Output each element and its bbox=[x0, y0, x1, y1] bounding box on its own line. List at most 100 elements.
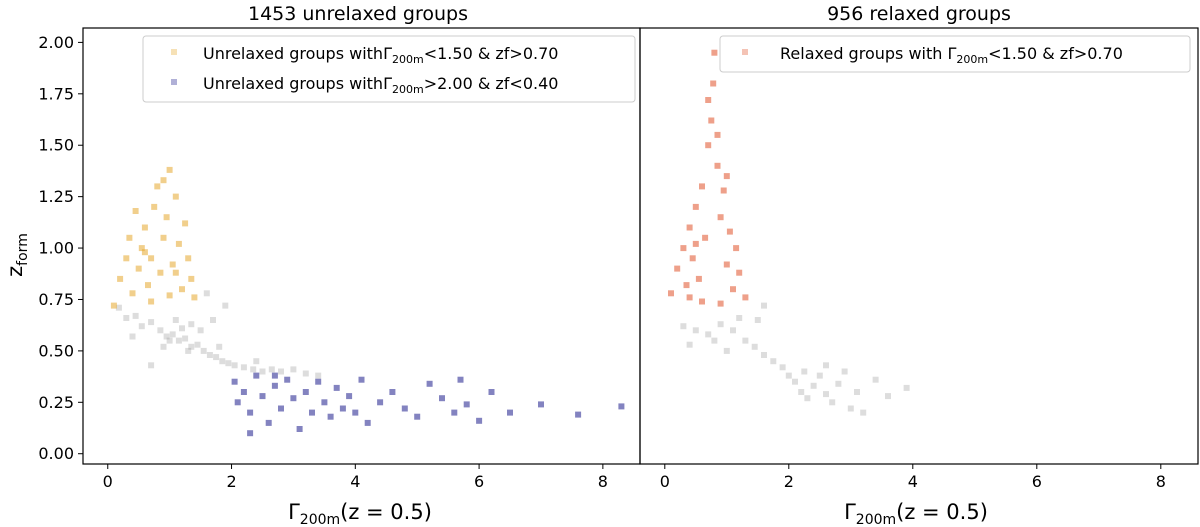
scatter-point-0-0-18 bbox=[240, 364, 247, 371]
scatter-point-0-1-12 bbox=[157, 269, 164, 276]
scatter-point-1-0-11 bbox=[792, 378, 798, 385]
scatter-point-0-2-38 bbox=[247, 430, 254, 437]
legend-entry-relaxed: Relaxed groups with Γ200m<1.50 & zf>0.70 bbox=[780, 44, 1123, 66]
scatter-point-0-0-6 bbox=[163, 333, 170, 340]
legend-unrelaxed: Unrelaxed groups withΓ200m<1.50 & zf>0.7… bbox=[142, 35, 636, 103]
scatter-point-1-0-5 bbox=[742, 337, 749, 344]
scatter-point-1-1-10 bbox=[705, 142, 712, 149]
scatter-point-0-0-35 bbox=[188, 321, 195, 328]
scatter-point-0-0-12 bbox=[200, 347, 207, 354]
scatter-point-1-0-26 bbox=[736, 315, 743, 321]
panel-title-unrelaxed: 1453 unrelaxed groups bbox=[248, 3, 468, 25]
scatter-point-0-2-6 bbox=[265, 419, 272, 426]
scatter-point-0-2-4 bbox=[253, 372, 260, 379]
y-tick-label-8: 2.00 bbox=[38, 33, 74, 52]
scatter-point-0-2-14 bbox=[315, 378, 322, 385]
scatter-point-1-1-25 bbox=[705, 97, 712, 103]
legend-frame-relaxed bbox=[719, 35, 1191, 73]
x-tick-label-1-2: 4 bbox=[908, 472, 918, 491]
scatter-point-0-0-29 bbox=[210, 317, 216, 323]
scatter-point-1-0-16 bbox=[823, 391, 829, 398]
panel-title-relaxed: 956 relaxed groups bbox=[827, 3, 1011, 25]
scatter-point-0-2-28 bbox=[439, 395, 445, 402]
scatter-point-0-2-25 bbox=[401, 405, 408, 412]
scatter-point-0-1-6 bbox=[138, 245, 145, 252]
scatter-point-0-2-0 bbox=[231, 378, 238, 385]
scatter-point-1-1-8 bbox=[699, 183, 705, 190]
scatter-point-0-0-2 bbox=[132, 312, 139, 319]
scatter-point-0-2-13 bbox=[309, 409, 315, 416]
scatter-point-0-2-36 bbox=[618, 403, 625, 410]
legend-relaxed: Relaxed groups with Γ200m<1.50 & zf>0.70 bbox=[719, 35, 1191, 73]
scatter-point-1-0-29 bbox=[711, 337, 718, 344]
x-tick-label-0-2: 4 bbox=[350, 472, 360, 491]
points-unrelaxed bbox=[110, 166, 625, 437]
scatter-point-0-0-39 bbox=[166, 337, 173, 344]
scatter-point-1-1-3 bbox=[683, 282, 690, 289]
scatter-point-0-0-23 bbox=[290, 366, 297, 373]
scatter-point-0-0-38 bbox=[185, 347, 192, 354]
scatter-point-0-0-3 bbox=[138, 323, 145, 330]
scatter-point-0-2-15 bbox=[321, 399, 328, 406]
scatter-point-1-0-25 bbox=[903, 384, 910, 391]
x-tick-label-0-0: 0 bbox=[103, 472, 113, 491]
scatter-point-1-1-28 bbox=[686, 294, 693, 301]
scatter-point-0-2-2 bbox=[240, 389, 247, 395]
scatter-point-1-0-30 bbox=[723, 347, 730, 354]
scatter-point-0-0-19 bbox=[250, 366, 257, 373]
scatter-point-0-0-0 bbox=[115, 304, 122, 311]
scatter-point-0-2-1 bbox=[234, 399, 241, 406]
scatter-point-0-0-11 bbox=[194, 341, 201, 348]
x-axis-label-unrelaxed: Γ200m(z = 0.5) bbox=[288, 500, 432, 527]
x-tick-label-1-0: 0 bbox=[660, 472, 670, 491]
scatter-point-1-1-29 bbox=[723, 173, 730, 180]
scatter-point-0-1-1 bbox=[117, 275, 124, 282]
scatter-point-1-1-26 bbox=[714, 131, 721, 138]
scatter-point-1-1-23 bbox=[699, 298, 705, 305]
scatter-point-1-0-15 bbox=[816, 372, 823, 379]
y-tick-label-6: 1.50 bbox=[38, 136, 74, 155]
scatter-point-0-0-9 bbox=[182, 335, 189, 342]
scatter-point-1-1-15 bbox=[717, 214, 724, 221]
scatter-point-0-1-3 bbox=[126, 234, 133, 241]
scatter-point-0-0-28 bbox=[197, 327, 204, 334]
scatter-point-0-2-34 bbox=[538, 401, 544, 408]
scatter-point-0-2-32 bbox=[488, 389, 495, 395]
scatter-point-0-0-4 bbox=[148, 319, 155, 326]
scatter-point-0-0-20 bbox=[259, 368, 266, 375]
legend-marker-navy bbox=[171, 79, 177, 85]
scatter-point-0-1-29 bbox=[172, 269, 179, 276]
scatter-point-1-1-2 bbox=[680, 245, 687, 252]
scatter-point-0-1-14 bbox=[163, 214, 170, 221]
scatter-point-1-0-9 bbox=[779, 364, 786, 371]
y-tick-label-2: 0.50 bbox=[38, 341, 74, 360]
y-ticks: 0.00 0.25 0.50 0.75 1.00 1.25 1.50 1.75 2.00 bbox=[38, 33, 83, 463]
scatter-point-0-0-26 bbox=[148, 362, 155, 369]
scatter-point-0-0-13 bbox=[206, 352, 213, 358]
scatter-point-1-1-6 bbox=[692, 203, 699, 210]
scatter-point-0-1-17 bbox=[172, 193, 179, 200]
scatter-point-1-0-14 bbox=[810, 382, 817, 389]
x-ticks-relaxed: 0 2 4 6 8 bbox=[660, 464, 1166, 491]
scatter-point-0-1-7 bbox=[141, 224, 148, 231]
scatter-point-1-1-17 bbox=[723, 261, 730, 268]
scatter-point-0-1-15 bbox=[166, 166, 173, 173]
scatter-point-0-1-5 bbox=[135, 265, 142, 272]
scatter-point-0-2-30 bbox=[463, 401, 470, 408]
scatter-point-1-1-5 bbox=[689, 255, 696, 262]
y-tick-label-5: 1.25 bbox=[38, 187, 74, 206]
scatter-point-1-0-8 bbox=[770, 358, 777, 365]
scatter-point-1-0-1 bbox=[692, 327, 699, 334]
scatter-point-0-0-22 bbox=[278, 368, 284, 375]
scatter-point-1-0-27 bbox=[754, 317, 761, 323]
scatter-point-1-1-24 bbox=[717, 300, 724, 307]
scatter-point-0-1-19 bbox=[179, 286, 185, 293]
scatter-point-1-0-2 bbox=[705, 331, 712, 338]
scatter-point-0-0-36 bbox=[253, 358, 260, 365]
scatter-point-0-1-10 bbox=[151, 203, 158, 210]
scatter-point-1-0-12 bbox=[798, 389, 805, 395]
scatter-point-0-0-14 bbox=[213, 354, 220, 361]
scatter-point-0-1-4 bbox=[129, 290, 136, 297]
x-tick-label-0-4: 8 bbox=[598, 472, 608, 491]
